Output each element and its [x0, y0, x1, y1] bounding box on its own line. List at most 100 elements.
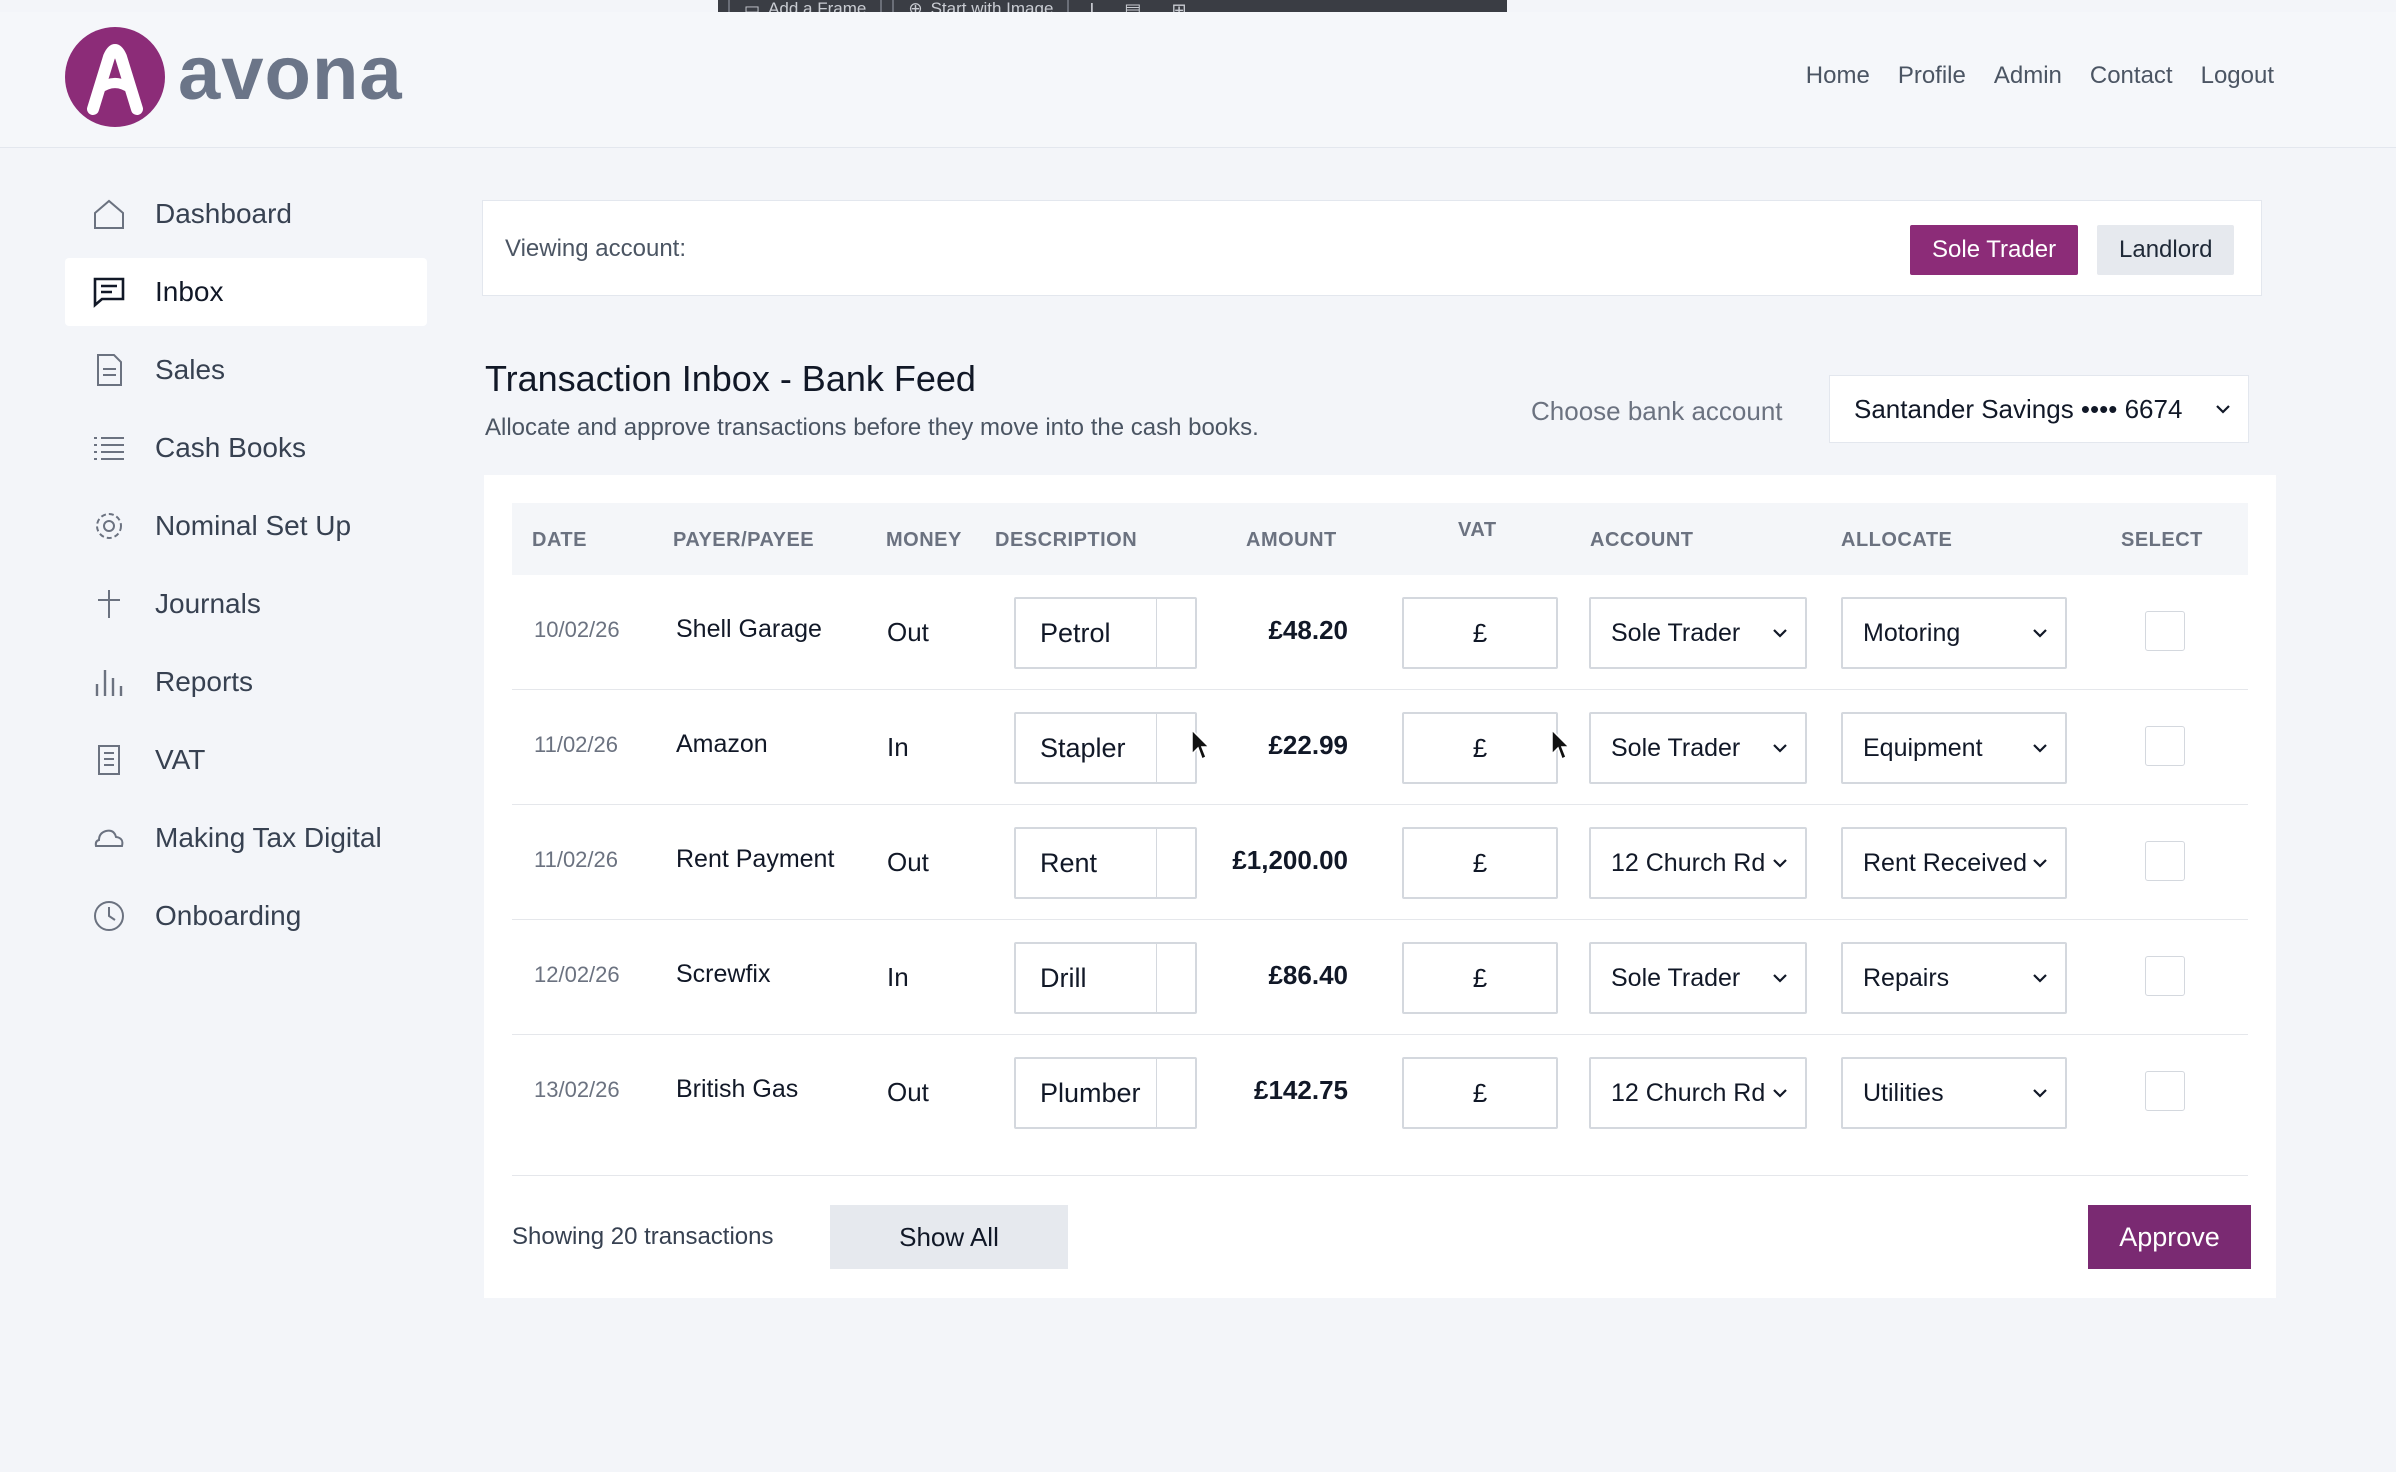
approve-button[interactable]: Approve: [2088, 1205, 2251, 1269]
bank-account-select[interactable]: Santander Savings •••• 6674: [1829, 375, 2249, 443]
allocate-select[interactable]: Motoring: [1841, 597, 2067, 669]
account-select[interactable]: Sole Trader: [1589, 942, 1807, 1014]
chevron-down-icon: [2033, 1089, 2047, 1098]
row-date: 11/02/26: [534, 847, 619, 872]
nav-admin[interactable]: Admin: [1993, 62, 2062, 89]
header-date: DATE: [532, 529, 587, 551]
vat-input[interactable]: £: [1402, 712, 1558, 784]
account-select[interactable]: 12 Church Rd: [1589, 1057, 1807, 1129]
description-input[interactable]: Drill: [1014, 942, 1197, 1014]
row-amount: £142.75: [1254, 1075, 1348, 1105]
table-header: DATE PAYER/PAYEE MONEY DESCRIPTION AMOUN…: [512, 503, 2248, 575]
nav-profile[interactable]: Profile: [1897, 62, 1966, 89]
choose-bank-label: Choose bank account: [1531, 396, 1783, 426]
row-payee: British Gas: [676, 1075, 799, 1103]
page-title: Transaction Inbox - Bank Feed: [485, 358, 976, 399]
chevron-down-icon: [2033, 974, 2047, 983]
sidebar-item-label: Reports: [155, 666, 254, 697]
list-icon: [89, 428, 129, 468]
message-icon: [89, 272, 129, 312]
receipt-icon: [89, 740, 129, 780]
sidebar-item-label: Cash Books: [155, 432, 306, 463]
header-money: MONEY: [886, 529, 962, 551]
vat-input[interactable]: £: [1402, 1057, 1558, 1129]
text-icon[interactable]: I: [1089, 0, 1095, 20]
sidebar: Dashboard Inbox Sales Cash Books Nominal…: [65, 180, 427, 960]
row-money: Out: [887, 617, 929, 647]
header-payee: PAYER/PAYEE: [673, 529, 815, 551]
document-icon: [89, 350, 129, 390]
sidebar-item-onboarding[interactable]: Onboarding: [65, 882, 427, 950]
row-date: 11/02/26: [534, 732, 619, 757]
allocate-select[interactable]: Repairs: [1841, 942, 2067, 1014]
select-checkbox[interactable]: [2145, 611, 2185, 651]
allocate-select[interactable]: Rent Received: [1841, 827, 2067, 899]
logo-wordmark: avona: [178, 31, 403, 116]
mouse-cursor-icon: [1551, 728, 1570, 761]
description-value: Plumber: [1040, 1077, 1141, 1108]
row-money: Out: [887, 1077, 929, 1107]
bar-chart-icon: [89, 662, 129, 702]
sidebar-item-vat[interactable]: VAT: [65, 726, 427, 794]
allocate-value: Utilities: [1863, 1078, 1944, 1107]
sole-trader-button[interactable]: Sole Trader: [1910, 225, 2079, 275]
row-date: 10/02/26: [534, 617, 620, 642]
nav-home[interactable]: Home: [1805, 62, 1870, 89]
description-input[interactable]: Plumber: [1014, 1057, 1197, 1129]
header-allocate: ALLOCATE: [1841, 529, 1953, 551]
vat-currency-symbol: £: [1472, 1077, 1488, 1108]
logo-icon: [65, 27, 165, 127]
account-value: 12 Church Rd: [1611, 848, 1766, 877]
sidebar-item-making-tax-digital[interactable]: Making Tax Digital: [65, 804, 427, 872]
select-checkbox[interactable]: [2145, 726, 2185, 766]
account-select[interactable]: 12 Church Rd: [1589, 827, 1807, 899]
row-payee: Rent Payment: [676, 845, 835, 873]
cloud-icon: [89, 818, 129, 858]
vat-input[interactable]: £: [1402, 597, 1558, 669]
allocate-value: Rent Received: [1863, 848, 2027, 877]
sidebar-item-inbox[interactable]: Inbox: [65, 258, 427, 326]
nav-contact[interactable]: Contact: [2089, 62, 2173, 89]
footer-divider: [512, 1175, 2248, 1176]
row-money: In: [887, 732, 909, 762]
sidebar-item-nominal-set-up[interactable]: Nominal Set Up: [65, 492, 427, 560]
gear-icon: [89, 506, 129, 546]
row-amount: £1,200.00: [1232, 845, 1348, 875]
row-money: Out: [887, 847, 929, 877]
sidebar-item-sales[interactable]: Sales: [65, 336, 427, 404]
description-input[interactable]: Stapler: [1014, 712, 1197, 784]
vat-input[interactable]: £: [1402, 827, 1558, 899]
select-checkbox[interactable]: [2145, 956, 2185, 996]
sidebar-item-label: Nominal Set Up: [155, 510, 352, 541]
vat-input[interactable]: £: [1402, 942, 1558, 1014]
description-input[interactable]: Rent: [1014, 827, 1197, 899]
sidebar-item-cash-books[interactable]: Cash Books: [65, 414, 427, 482]
account-select[interactable]: Sole Trader: [1589, 597, 1807, 669]
nav-logout[interactable]: Logout: [2200, 62, 2274, 89]
sidebar-item-dashboard[interactable]: Dashboard: [65, 180, 427, 248]
sidebar-item-label: Onboarding: [155, 900, 302, 931]
select-checkbox[interactable]: [2145, 1071, 2185, 1111]
account-value: Sole Trader: [1611, 733, 1741, 762]
vat-currency-symbol: £: [1472, 732, 1488, 763]
select-checkbox[interactable]: [2145, 841, 2185, 881]
sidebar-item-journals[interactable]: Journals: [65, 570, 427, 638]
page-subtitle: Allocate and approve transactions before…: [485, 414, 1259, 441]
sidebar-item-reports[interactable]: Reports: [65, 648, 427, 716]
description-value: Drill: [1040, 962, 1087, 993]
landlord-button[interactable]: Landlord: [2097, 225, 2235, 275]
account-select[interactable]: Sole Trader: [1589, 712, 1807, 784]
row-amount: £48.20: [1268, 615, 1348, 645]
vat-currency-symbol: £: [1472, 847, 1488, 878]
allocate-select[interactable]: Utilities: [1841, 1057, 2067, 1129]
row-date: 13/02/26: [534, 1077, 620, 1102]
description-input[interactable]: Petrol: [1014, 597, 1197, 669]
allocate-value: Motoring: [1863, 618, 1961, 647]
show-all-button[interactable]: Show All: [830, 1205, 1068, 1269]
header-amount: AMOUNT: [1246, 529, 1337, 551]
table-row: 11/02/26 Amazon In Stapler £22.99 £ Sole…: [512, 690, 2248, 805]
account-value: Sole Trader: [1611, 618, 1741, 647]
sidebar-item-label: Making Tax Digital: [155, 822, 382, 853]
vat-currency-symbol: £: [1472, 962, 1488, 993]
allocate-select[interactable]: Equipment: [1841, 712, 2067, 784]
